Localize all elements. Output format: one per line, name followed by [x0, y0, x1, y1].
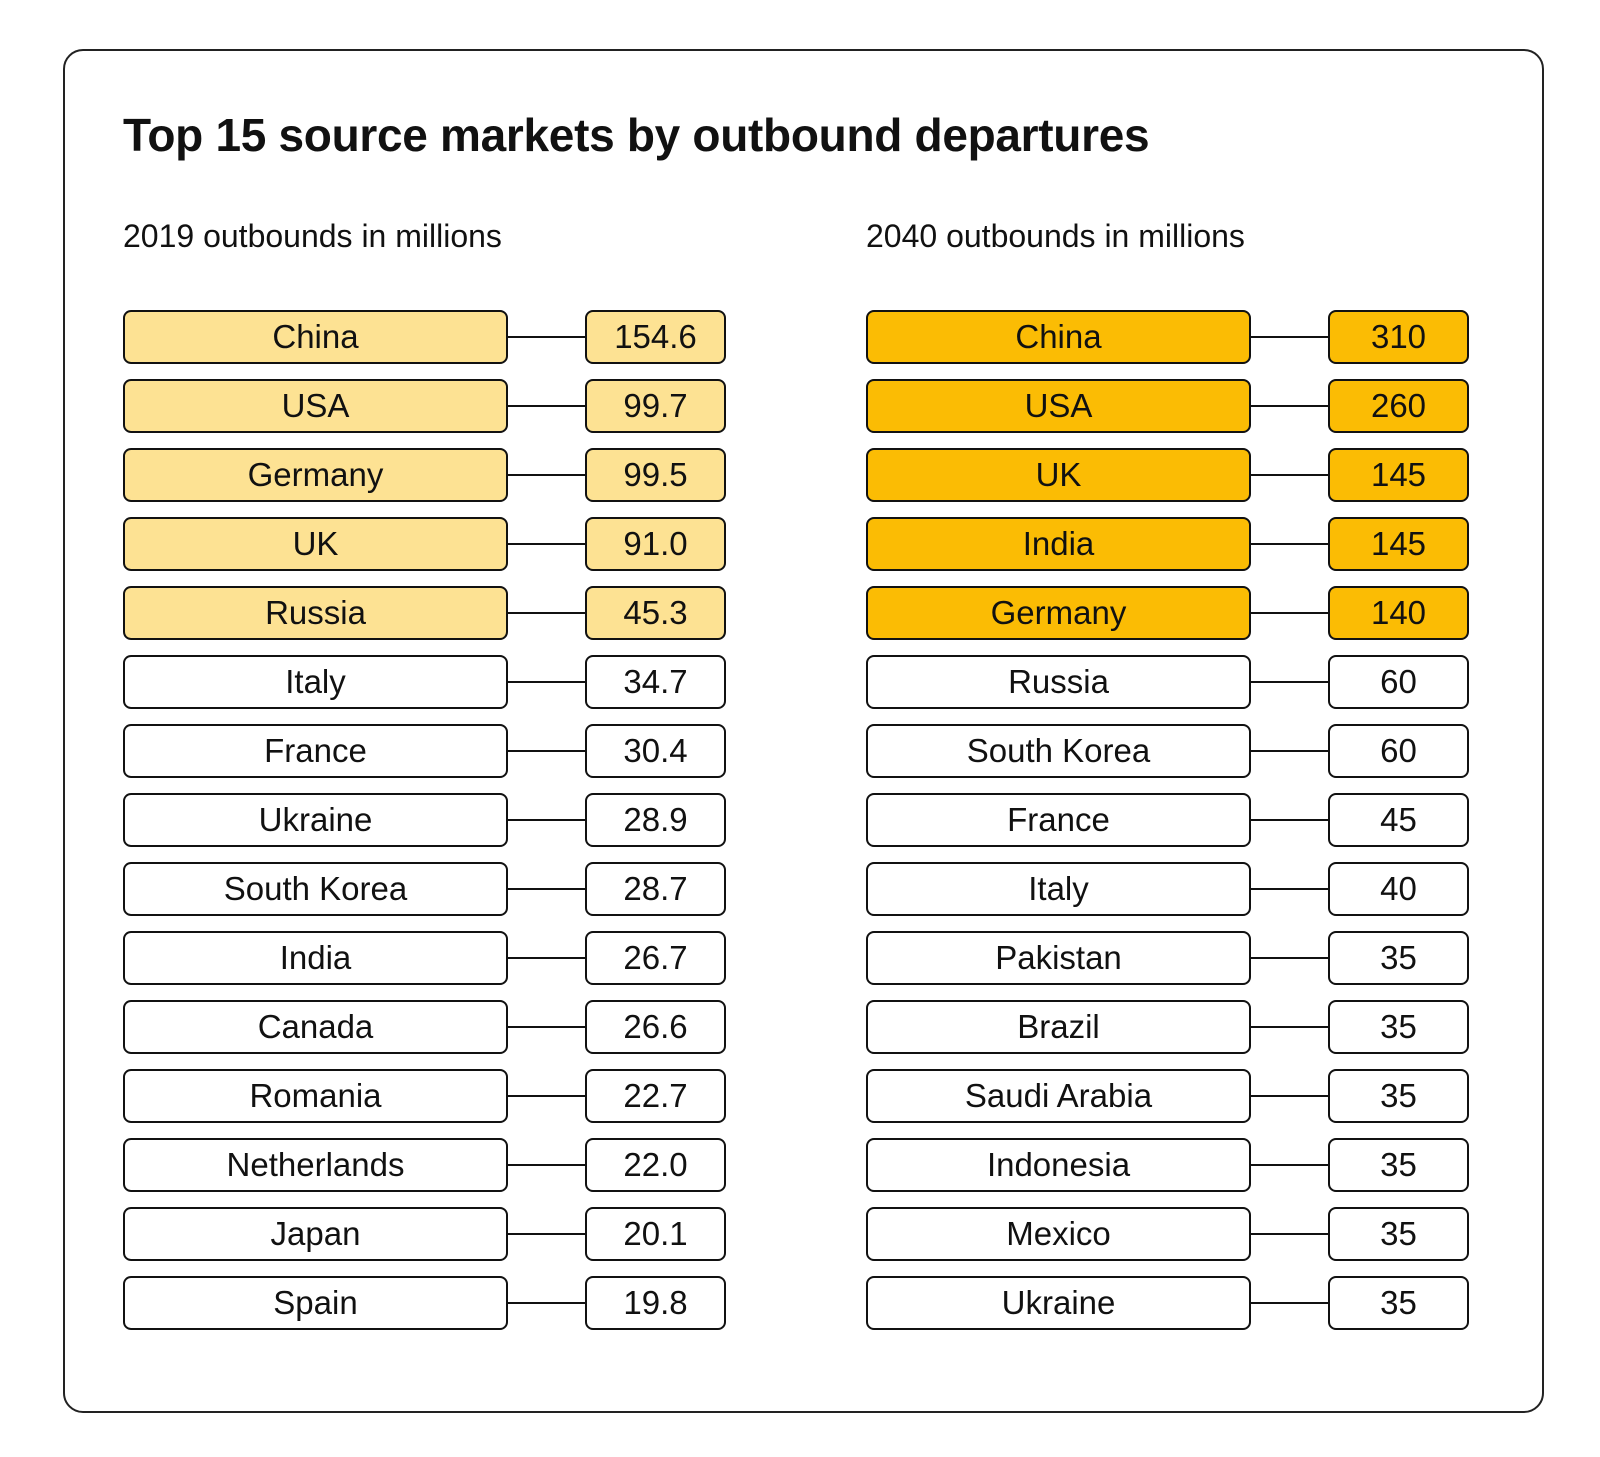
page-title: Top 15 source markets by outbound depart… — [123, 109, 1150, 161]
value-label: 34.7 — [585, 655, 726, 709]
connector-line — [1251, 543, 1328, 545]
country-label: Russia — [866, 655, 1251, 709]
value-label: 145 — [1328, 517, 1469, 571]
subtitle-2019: 2019 outbounds in millions — [123, 218, 502, 254]
country-label: Ukraine — [866, 1276, 1251, 1330]
country-label: Italy — [866, 862, 1251, 916]
country-label: USA — [866, 379, 1251, 433]
value-label: 19.8 — [585, 1276, 726, 1330]
country-label: Spain — [123, 1276, 508, 1330]
connector-line — [508, 1095, 585, 1097]
connector-line — [508, 405, 585, 407]
country-label: South Korea — [866, 724, 1251, 778]
value-label: 35 — [1328, 1069, 1469, 1123]
country-label: Italy — [123, 655, 508, 709]
connector-line — [1251, 1302, 1328, 1304]
connector-line — [1251, 1026, 1328, 1028]
value-label: 28.7 — [585, 862, 726, 916]
connector-line — [1251, 1095, 1328, 1097]
connector-line — [508, 474, 585, 476]
connector-line — [508, 957, 585, 959]
value-label: 26.7 — [585, 931, 726, 985]
value-label: 60 — [1328, 655, 1469, 709]
country-label: Netherlands — [123, 1138, 508, 1192]
connector-line — [508, 1233, 585, 1235]
connector-line — [508, 543, 585, 545]
value-label: 45 — [1328, 793, 1469, 847]
country-label: France — [866, 793, 1251, 847]
country-label: France — [123, 724, 508, 778]
connector-line — [508, 819, 585, 821]
country-label: Romania — [123, 1069, 508, 1123]
connector-line — [508, 1302, 585, 1304]
connector-line — [1251, 819, 1328, 821]
value-label: 310 — [1328, 310, 1469, 364]
connector-line — [508, 1164, 585, 1166]
connector-line — [1251, 750, 1328, 752]
value-label: 140 — [1328, 586, 1469, 640]
card-panel — [63, 49, 1544, 1413]
value-label: 40 — [1328, 862, 1469, 916]
value-label: 35 — [1328, 931, 1469, 985]
country-label: Ukraine — [123, 793, 508, 847]
country-label: China — [866, 310, 1251, 364]
country-label: Germany — [123, 448, 508, 502]
connector-line — [508, 750, 585, 752]
value-label: 99.7 — [585, 379, 726, 433]
connector-line — [508, 681, 585, 683]
country-label: UK — [866, 448, 1251, 502]
connector-line — [1251, 957, 1328, 959]
country-label: Brazil — [866, 1000, 1251, 1054]
value-label: 22.7 — [585, 1069, 726, 1123]
value-label: 260 — [1328, 379, 1469, 433]
value-label: 45.3 — [585, 586, 726, 640]
country-label: India — [123, 931, 508, 985]
country-label: China — [123, 310, 508, 364]
value-label: 145 — [1328, 448, 1469, 502]
connector-line — [1251, 336, 1328, 338]
value-label: 154.6 — [585, 310, 726, 364]
connector-line — [1251, 612, 1328, 614]
connector-line — [508, 336, 585, 338]
country-label: Saudi Arabia — [866, 1069, 1251, 1123]
connector-line — [508, 1026, 585, 1028]
country-label: Canada — [123, 1000, 508, 1054]
subtitle-2040: 2040 outbounds in millions — [866, 218, 1245, 254]
country-label: Japan — [123, 1207, 508, 1261]
value-label: 26.6 — [585, 1000, 726, 1054]
value-label: 35 — [1328, 1276, 1469, 1330]
value-label: 35 — [1328, 1000, 1469, 1054]
country-label: Indonesia — [866, 1138, 1251, 1192]
country-label: Mexico — [866, 1207, 1251, 1261]
connector-line — [1251, 681, 1328, 683]
connector-line — [1251, 474, 1328, 476]
country-label: USA — [123, 379, 508, 433]
country-label: India — [866, 517, 1251, 571]
country-label: Pakistan — [866, 931, 1251, 985]
country-label: Germany — [866, 586, 1251, 640]
value-label: 22.0 — [585, 1138, 726, 1192]
value-label: 35 — [1328, 1207, 1469, 1261]
country-label: UK — [123, 517, 508, 571]
connector-line — [1251, 405, 1328, 407]
value-label: 30.4 — [585, 724, 726, 778]
value-label: 60 — [1328, 724, 1469, 778]
connector-line — [508, 612, 585, 614]
value-label: 91.0 — [585, 517, 726, 571]
connector-line — [1251, 1233, 1328, 1235]
connector-line — [1251, 888, 1328, 890]
value-label: 99.5 — [585, 448, 726, 502]
connector-line — [1251, 1164, 1328, 1166]
value-label: 28.9 — [585, 793, 726, 847]
country-label: South Korea — [123, 862, 508, 916]
connector-line — [508, 888, 585, 890]
value-label: 20.1 — [585, 1207, 726, 1261]
value-label: 35 — [1328, 1138, 1469, 1192]
country-label: Russia — [123, 586, 508, 640]
